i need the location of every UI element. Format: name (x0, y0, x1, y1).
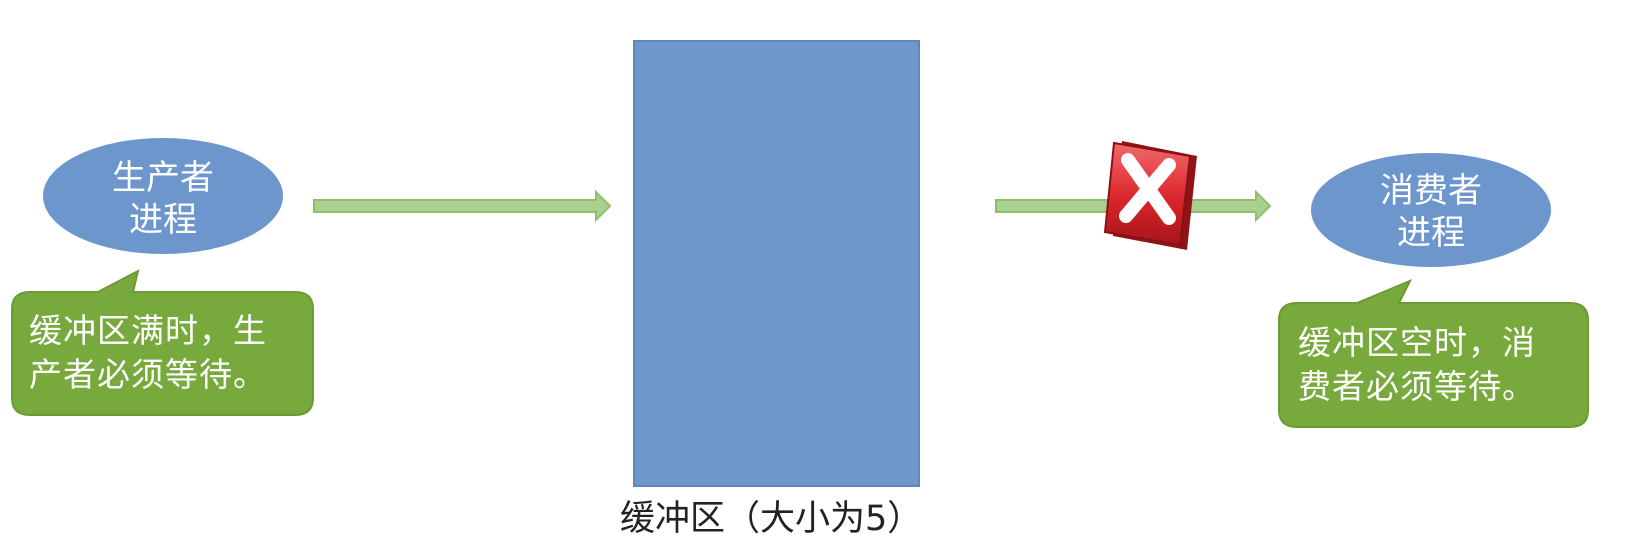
buffer-block (633, 40, 920, 487)
producer-note: 缓冲区满时，生 产者必须等待。 (29, 309, 309, 397)
consumer-note-bubble (1278, 279, 1589, 428)
producer-label: 生产者 进程 (43, 157, 283, 241)
producer-note-bubble (11, 269, 314, 416)
producer-label-line1: 生产者 (112, 158, 214, 198)
producer-label-line2: 进程 (129, 200, 197, 240)
buffer-caption: 缓冲区（大小为5） (620, 499, 923, 539)
producer-note-line2: 产者必须等待。 (29, 355, 267, 394)
consumer-label: 消费者 进程 (1311, 170, 1551, 254)
producer-to-buffer-arrow (313, 189, 612, 223)
blocked-x-icon (1103, 141, 1197, 250)
consumer-note: 缓冲区空时，消 费者必须等待。 (1298, 321, 1586, 409)
consumer-process-node (1311, 153, 1551, 267)
consumer-note-line1: 缓冲区空时，消 (1298, 323, 1536, 362)
producer-note-line1: 缓冲区满时，生 (29, 311, 267, 350)
consumer-label-line1: 消费者 (1380, 171, 1482, 211)
consumer-label-line2: 进程 (1397, 213, 1465, 253)
consumer-note-line2: 费者必须等待。 (1298, 367, 1536, 406)
producer-process-node (43, 138, 283, 254)
